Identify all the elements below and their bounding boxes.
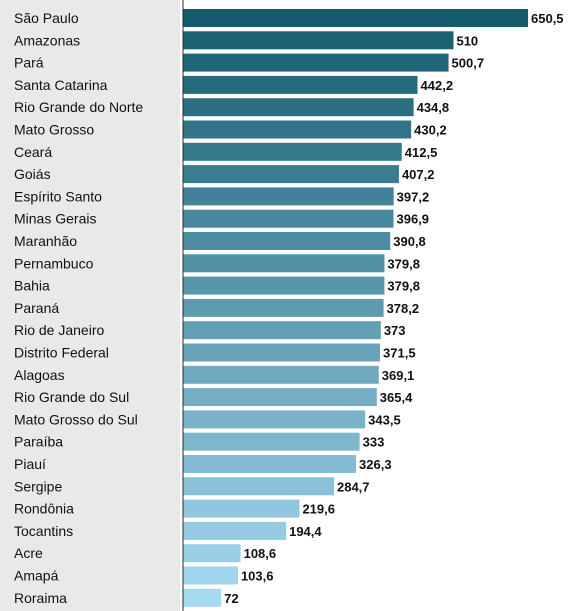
bar [183,477,334,496]
value-label: 378,2 [387,301,420,316]
category-label: Piauí [14,456,46,472]
bar [183,120,412,139]
category-label: Santa Catarina [14,77,108,93]
bar [183,499,300,518]
value-label: 397,2 [397,189,430,204]
value-label: 365,4 [380,390,413,405]
category-label: Pernambuco [14,255,94,271]
value-label: 194,4 [289,524,322,539]
bar [183,321,381,340]
value-label: 103,6 [241,569,274,584]
category-label: Pará [14,55,44,71]
value-label: 373 [384,323,406,338]
value-label: 219,6 [302,502,335,517]
value-label: 326,3 [359,457,392,472]
category-label: Alagoas [14,367,65,383]
category-label: Paraíba [14,434,63,450]
bars-group [183,9,528,607]
category-label: Mato Grosso [14,122,94,138]
bar [183,165,399,184]
value-label: 412,5 [405,145,438,160]
value-label: 371,5 [383,346,416,361]
category-label: Goiás [14,166,51,182]
bar [183,410,366,429]
bar [183,588,222,607]
category-label: Rio Grande do Sul [14,389,129,405]
bar [183,566,238,585]
bar [183,544,241,563]
value-label: 333 [363,435,385,450]
value-label: 284,7 [337,479,370,494]
category-label: Sergipe [14,478,62,494]
bar [183,254,385,273]
category-label: Paraná [14,300,59,316]
category-labels-group: São Paulo Amazonas Pará Santa Catarina Rio G… [14,10,143,606]
value-label: 390,8 [393,234,426,249]
category-label: Ceará [14,144,52,160]
bar [183,187,394,206]
value-label: 379,8 [387,279,420,294]
category-label: Tocantins [14,523,73,539]
bar [183,142,402,161]
category-label: Minas Gerais [14,211,96,227]
value-label: 343,5 [368,412,401,427]
value-label: 396,9 [397,212,430,227]
category-label: Rondônia [14,501,74,517]
value-label: 430,2 [414,123,447,138]
bar [183,31,454,50]
bar [183,343,381,362]
bar [183,298,384,317]
category-label: Distrito Federal [14,345,109,361]
category-label: Rio Grande do Norte [14,99,143,115]
value-label: 650,5 [531,11,564,26]
category-label: Amapá [14,568,59,584]
category-label: Rio de Janeiro [14,322,104,338]
value-label: 369,1 [382,368,415,383]
category-label: São Paulo [14,10,79,26]
value-label: 407,2 [402,167,435,182]
bar [183,232,391,250]
bar [183,276,385,295]
category-label: Mato Grosso do Sul [14,411,138,427]
category-label: Maranhão [14,233,77,249]
category-label: Acre [14,545,43,561]
value-label: 72 [224,591,238,606]
category-label: Espírito Santo [14,188,102,204]
bar [183,388,377,407]
value-label: 442,2 [421,78,454,93]
bar [183,365,379,384]
bar [183,521,287,540]
category-label: Amazonas [14,32,80,48]
category-label: Roraima [14,590,67,606]
value-label: 510 [456,33,478,48]
category-label: Bahia [14,278,50,294]
value-label: 108,6 [244,546,277,561]
bar [183,432,360,451]
value-label: 379,8 [387,256,420,271]
value-label: 500,7 [452,56,485,71]
value-labels-group: 650,5 510 500,7 442,2 434,8 430,2 412,5 407,2 39… [224,11,563,606]
category-label-panel [0,0,180,611]
value-label: 434,8 [417,100,450,115]
bar [183,455,357,473]
bar [183,9,528,27]
bar [183,209,394,228]
bar [183,75,418,94]
bar [183,98,414,117]
bar [183,53,449,72]
